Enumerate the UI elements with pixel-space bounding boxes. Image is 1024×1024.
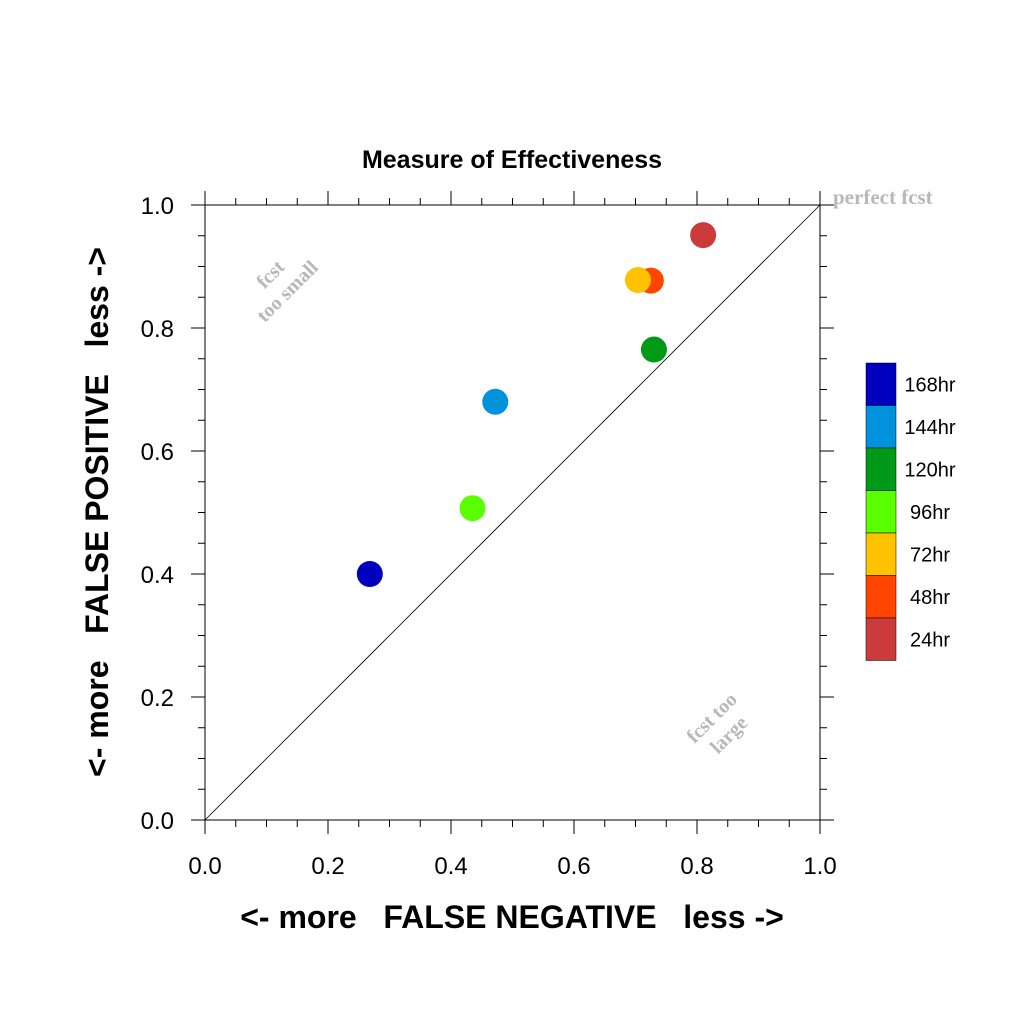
annotation-perfect-fcst: perfect fcst: [833, 185, 933, 209]
y-tick-label: 0.8: [141, 316, 174, 343]
y-axis-label: <- more FALSE POSITIVE less ->: [79, 247, 115, 777]
legend-swatch-120hr: [865, 447, 897, 491]
point-144hr: [482, 388, 509, 415]
legend-label-24hr: 24hr: [910, 629, 950, 651]
legend-label-120hr: 120hr: [904, 459, 955, 481]
x-tick-label: 1.0: [803, 853, 836, 880]
y-tick-label: 0.4: [141, 562, 174, 589]
legend-swatch-168hr: [865, 362, 897, 406]
point-72hr: [624, 267, 651, 294]
perfect-forecast-diagonal: [204, 204, 821, 821]
annotation-fcst-too-large: fcst too large: [683, 689, 753, 759]
annotation-fcst-too-small: fcst too small: [252, 256, 323, 327]
y-tick-label: 0.0: [141, 808, 174, 835]
x-tick-label: 0.6: [557, 853, 590, 880]
legend-label-168hr: 168hr: [904, 374, 955, 396]
y-tick-label: 0.6: [141, 439, 174, 466]
x-tick-label: 0.0: [188, 853, 221, 880]
legend-swatch-24hr: [865, 617, 897, 661]
point-120hr: [640, 336, 667, 363]
x-tick-label: 0.4: [434, 853, 467, 880]
legend-swatch-144hr: [865, 405, 897, 449]
x-tick-label: 0.2: [311, 853, 344, 880]
y-tick-label: 1.0: [141, 193, 174, 220]
legend-swatch-96hr: [865, 490, 897, 534]
point-24hr: [690, 222, 717, 249]
legend: 168hr 144hr 120hr 96hr 72hr 48hr 24hr: [865, 362, 956, 661]
legend-swatch-48hr: [865, 575, 897, 619]
data-points: [356, 222, 717, 587]
point-96hr: [459, 495, 486, 522]
y-tick-label: 0.2: [141, 685, 174, 712]
x-tick-label: 0.8: [680, 853, 713, 880]
legend-swatch-72hr: [865, 532, 897, 576]
chart-title: Measure of Effectiveness: [362, 146, 662, 174]
legend-label-72hr: 72hr: [910, 544, 950, 566]
x-axis-label: <- more FALSE NEGATIVE less ->: [240, 899, 784, 935]
point-168hr: [356, 561, 383, 587]
plot-axes: 0.0 0.2 0.4 0.6 0.8 1.0 0.0 0.2 0.4 0.6 0.8 1.0: [141, 191, 837, 880]
legend-label-96hr: 96hr: [910, 502, 950, 524]
legend-label-48hr: 48hr: [910, 587, 950, 609]
legend-label-144hr: 144hr: [904, 417, 955, 439]
